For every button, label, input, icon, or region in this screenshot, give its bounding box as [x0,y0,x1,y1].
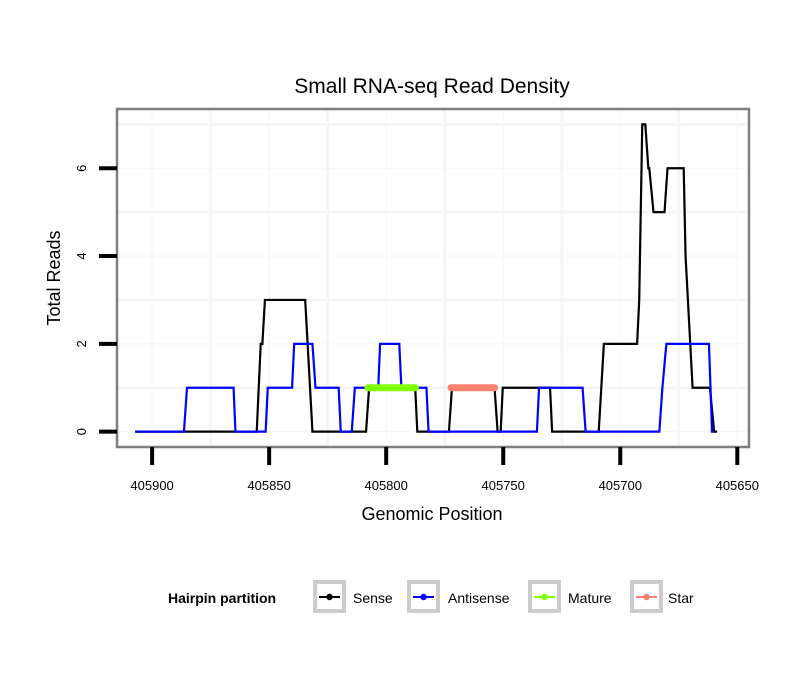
panel-border [115,107,751,449]
y-tick-label: 6 [74,165,89,172]
series-layer [135,123,718,433]
legend-title: Hairpin partition [168,590,276,606]
x-axis-tick-labels: 405900 405850 405800 405750 405700 40565… [130,478,759,493]
series-sense-line [135,123,718,433]
panel-background [117,109,749,447]
x-axis: 405900 405850 405800 405750 405700 40565… [130,447,759,524]
y-axis: 0 2 4 6 Total Reads [44,165,117,436]
legend-item-star[interactable]: Star [630,580,694,613]
legend-item-mature[interactable]: Mature [528,580,612,613]
legend-item-antisense[interactable]: Antisense [407,580,510,613]
legend-label-mature: Mature [568,590,612,606]
chart-title: Small RNA-seq Read Density [294,75,570,98]
y-tick-label: 2 [74,340,89,347]
legend-label-antisense: Antisense [448,590,510,606]
x-tick-label: 405650 [716,478,759,493]
legend-key-point [420,593,427,601]
x-tick-label: 405750 [482,478,525,493]
y-axis-tick-labels: 0 2 4 6 [74,165,89,436]
legend: Hairpin partition Sense Antisense Mature… [168,580,694,613]
legend-label-star: Star [668,590,694,606]
x-tick-label: 405700 [599,478,642,493]
x-tick-label: 405850 [247,478,290,493]
y-tick-label: 4 [74,252,89,259]
y-tick-label: 0 [74,428,89,435]
legend-key-point [326,593,333,601]
plot-panel [115,107,751,449]
legend-item-sense[interactable]: Sense [313,580,393,613]
y-axis-ticks [99,166,117,434]
x-axis-ticks [150,447,740,465]
x-tick-label: 405900 [130,478,173,493]
x-tick-label: 405800 [364,478,407,493]
y-axis-title: Total Reads [44,230,64,325]
x-axis-title: Genomic Position [361,504,502,524]
legend-key-point [541,593,548,601]
legend-key-point [643,593,650,601]
legend-label-sense: Sense [353,590,393,606]
